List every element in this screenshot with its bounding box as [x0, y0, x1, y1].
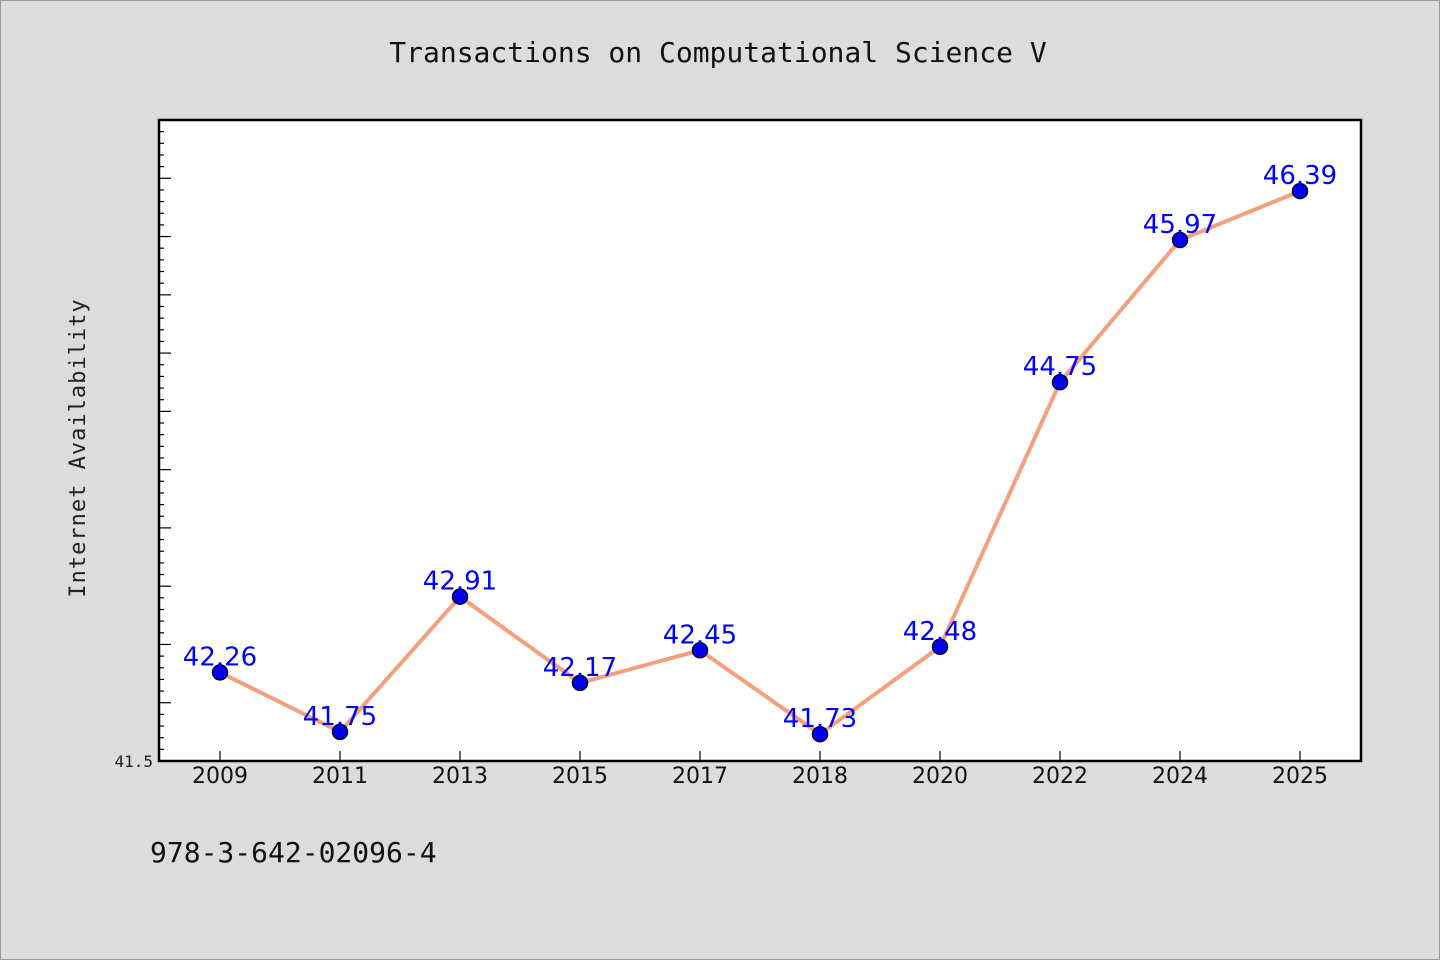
data-point [691, 642, 709, 659]
data-point [211, 664, 229, 681]
data-label: 42.17 [543, 653, 617, 683]
data-label: 45.97 [1143, 210, 1217, 240]
series-line [218, 189, 1302, 737]
data-point [451, 588, 469, 605]
data-point [931, 638, 949, 656]
data-point [1051, 373, 1069, 391]
plot-area [159, 120, 1361, 761]
y-tick-label: 41.5 [114, 752, 153, 771]
x-tick-label: 2018 [792, 764, 848, 789]
data-label: 41.73 [783, 704, 857, 734]
x-tick-label: 2011 [312, 764, 368, 789]
data-label: 42.45 [663, 620, 737, 650]
data-label: 41.75 [303, 702, 377, 732]
data-labels: 42.26 41.75 42.91 42.17 42.45 41.73 42.48 44.75… [183, 161, 1337, 734]
x-tick-label: 2025 [1272, 764, 1328, 789]
data-label: 46.39 [1263, 161, 1337, 191]
data-label: 44.75 [1023, 352, 1097, 382]
x-tick-label: 2020 [912, 764, 968, 789]
x-tick-label: 2009 [192, 764, 248, 789]
data-label: 42.26 [183, 642, 257, 672]
data-point [1291, 182, 1309, 200]
x-axis-ticks: 2009 2011 2013 2015 2017 2018 2020 2022 2024 2025 [192, 751, 1328, 789]
x-tick-label: 2024 [1152, 764, 1208, 789]
chart-title: Transactions on Computational Science V [389, 36, 1047, 69]
x-tick-label: 2017 [672, 764, 728, 789]
data-label: 42.48 [903, 617, 977, 647]
y-axis-label: Internet Availability [66, 298, 91, 597]
data-point [811, 725, 829, 743]
data-point [331, 723, 349, 741]
x-tick-label: 2022 [1032, 764, 1088, 789]
data-points [211, 182, 1309, 743]
plot-frame [157, 118, 1363, 763]
data-point [571, 674, 589, 692]
footnote-isbn: 978-3-642-02096-4 [150, 836, 437, 869]
x-tick-label: 2013 [432, 764, 488, 789]
data-label: 42.91 [423, 567, 497, 597]
x-tick-label: 2015 [552, 764, 608, 789]
data-point [1171, 231, 1189, 249]
